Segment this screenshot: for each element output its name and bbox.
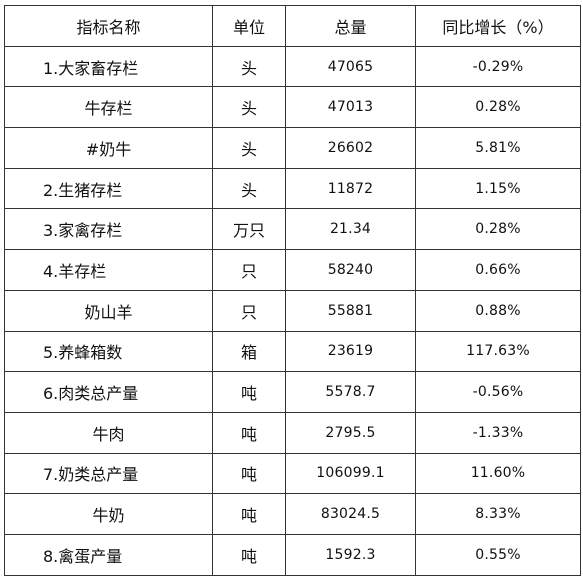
header-indicator-name: 指标名称: [4, 5, 213, 47]
row-unit: 吨: [212, 493, 286, 535]
row-indicator-name: 奶山羊: [4, 289, 213, 332]
row-indicator-name: 8.禽蛋产量: [4, 533, 213, 576]
row-yoy-growth: 5.81%: [415, 127, 581, 169]
row-unit: 吨: [212, 371, 286, 413]
table-row: 6.肉类总产量 吨 5578.7 -0.56%: [4, 371, 581, 413]
row-unit: 吨: [212, 533, 286, 576]
header-row: 指标名称 单位 总量 同比增长（%）: [4, 5, 581, 47]
row-indicator-name: 4.羊存栏: [4, 249, 213, 291]
row-indicator-name: 7.奶类总产量: [4, 452, 213, 495]
row-indicator-name: 6.肉类总产量: [4, 371, 213, 413]
table-row: 5.养蜂箱数 箱 23619 117.63%: [4, 330, 581, 373]
row-total: 26602: [285, 127, 416, 169]
table-row: 牛肉 吨 2795.5 -1.33%: [4, 411, 581, 454]
header-total: 总量: [285, 5, 416, 47]
row-indicator-name: 3.家禽存栏: [4, 208, 213, 251]
row-total: 47065: [285, 45, 416, 88]
table-row: 8.禽蛋产量 吨 1592.3 0.55%: [4, 533, 581, 576]
row-yoy-growth: 1.15%: [415, 167, 581, 210]
row-yoy-growth: 0.66%: [415, 249, 581, 291]
row-indicator-name: 牛奶: [4, 493, 213, 535]
row-unit: 头: [212, 86, 286, 129]
row-unit: 头: [212, 127, 286, 169]
row-indicator-name: 2.生猪存栏: [4, 167, 213, 210]
row-total: 106099.1: [285, 452, 416, 495]
table-row: 牛存栏 头 47013 0.28%: [4, 86, 581, 129]
row-yoy-growth: 0.28%: [415, 208, 581, 251]
row-unit: 吨: [212, 452, 286, 495]
row-yoy-growth: 8.33%: [415, 493, 581, 535]
row-total: 2795.5: [285, 411, 416, 454]
table-row: 1.大家畜存栏 头 47065 -0.29%: [4, 45, 581, 88]
row-unit: 万只: [212, 208, 286, 251]
table-row: 3.家禽存栏 万只 21.34 0.28%: [4, 208, 581, 251]
row-yoy-growth: 11.60%: [415, 452, 581, 495]
table-body: 1.大家畜存栏 头 47065 -0.29% 牛存栏 头 47013 0.28%…: [4, 45, 581, 576]
row-indicator-name: 牛存栏: [4, 86, 213, 129]
row-total: 1592.3: [285, 533, 416, 576]
header-unit: 单位: [212, 5, 286, 47]
row-yoy-growth: 117.63%: [415, 330, 581, 373]
row-yoy-growth: -1.33%: [415, 411, 581, 454]
row-yoy-growth: -0.29%: [415, 45, 581, 88]
row-unit: 只: [212, 249, 286, 291]
row-total: 58240: [285, 249, 416, 291]
row-yoy-growth: -0.56%: [415, 371, 581, 413]
table-row: 2.生猪存栏 头 11872 1.15%: [4, 167, 581, 210]
header-yoy-growth: 同比增长（%）: [415, 5, 581, 47]
row-indicator-name: 5.养蜂箱数: [4, 330, 213, 373]
row-total: 11872: [285, 167, 416, 210]
table-header: 指标名称 单位 总量 同比增长（%）: [4, 5, 581, 47]
row-total: 47013: [285, 86, 416, 129]
row-total: 23619: [285, 330, 416, 373]
row-total: 21.34: [285, 208, 416, 251]
row-unit: 头: [212, 167, 286, 210]
table-row: 奶山羊 只 55881 0.88%: [4, 289, 581, 332]
table-row: #奶牛 头 26602 5.81%: [4, 127, 581, 169]
row-total: 83024.5: [285, 493, 416, 535]
row-unit: 头: [212, 45, 286, 88]
row-total: 55881: [285, 289, 416, 332]
row-indicator-name: 1.大家畜存栏: [4, 45, 213, 88]
table-row: 牛奶 吨 83024.5 8.33%: [4, 493, 581, 535]
table-row: 4.羊存栏 只 58240 0.66%: [4, 249, 581, 291]
row-unit: 吨: [212, 411, 286, 454]
row-indicator-name: 牛肉: [4, 411, 213, 454]
row-indicator-name: #奶牛: [4, 127, 213, 169]
livestock-statistics-table-wrapper: 指标名称 单位 总量 同比增长（%） 1.大家畜存栏 头 47065 -0.29…: [4, 5, 581, 580]
row-unit: 只: [212, 289, 286, 332]
row-total: 5578.7: [285, 371, 416, 413]
livestock-statistics-table: 指标名称 单位 总量 同比增长（%） 1.大家畜存栏 头 47065 -0.29…: [4, 5, 581, 576]
row-unit: 箱: [212, 330, 286, 373]
row-yoy-growth: 0.28%: [415, 86, 581, 129]
row-yoy-growth: 0.55%: [415, 533, 581, 576]
row-yoy-growth: 0.88%: [415, 289, 581, 332]
table-row: 7.奶类总产量 吨 106099.1 11.60%: [4, 452, 581, 495]
